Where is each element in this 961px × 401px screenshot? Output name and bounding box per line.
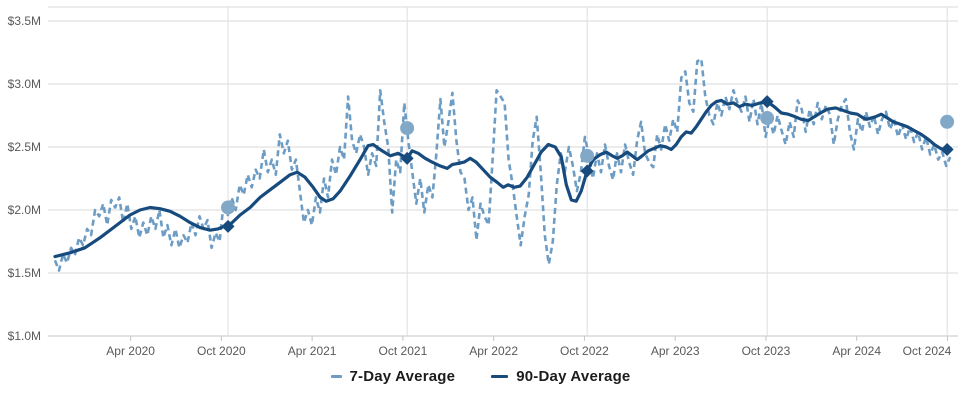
y-axis-tick-label: $2.5M xyxy=(8,140,41,154)
chart-svg[interactable]: $3.5M $3.0M $2.5M $2.0M $1.5M $1.0M Apr 2020 Oc… xyxy=(0,0,961,362)
x-axis-tick-label: Oct 2021 xyxy=(379,344,428,358)
x-axis-tick-label: Apr 2021 xyxy=(288,344,337,358)
y-axis-tick-label: $3.0M xyxy=(8,77,41,91)
annual-marker-circle[interactable] xyxy=(760,111,775,126)
y-axis-tick-label: $1.5M xyxy=(8,266,41,280)
seven-day-swatch-icon xyxy=(330,375,342,378)
annual-marker-circle[interactable] xyxy=(580,148,595,163)
x-axis-tick-label: Apr 2022 xyxy=(469,344,518,358)
seven-day-average-line xyxy=(53,57,952,272)
ninety-day-swatch-icon xyxy=(491,374,509,379)
x-axis-tick-label: Oct 2020 xyxy=(197,344,246,358)
x-axis-tick-label: Oct 2023 xyxy=(742,344,791,358)
annual-marker-diamond[interactable] xyxy=(760,95,774,109)
x-axis-tick-label: Apr 2023 xyxy=(651,344,700,358)
seven-day-legend-label: 7-Day Average xyxy=(349,368,456,385)
legend-item-ninety-day[interactable]: 90-Day Average xyxy=(491,368,630,385)
annual-marker-diamond[interactable] xyxy=(580,164,594,178)
ninety-day-legend-label: 90-Day Average xyxy=(516,368,631,385)
annual-marker-circle[interactable] xyxy=(221,200,236,215)
chart-legend: 7-Day Average 90-Day Average xyxy=(0,368,961,385)
y-axis-tick-label: $3.5M xyxy=(8,14,41,28)
x-axis-tick-label: Oct 2022 xyxy=(560,344,609,358)
annual-marker-diamond[interactable] xyxy=(940,143,954,157)
x-axis-tick-label: Apr 2020 xyxy=(106,344,155,358)
ninety-day-average-line xyxy=(53,98,952,259)
annual-marker-circle[interactable] xyxy=(940,114,955,129)
x-axis-tick-label: Apr 2024 xyxy=(832,344,881,358)
legend-item-seven-day[interactable]: 7-Day Average xyxy=(330,368,456,385)
y-axis-tick-label: $1.0M xyxy=(8,329,41,343)
x-axis-tick-label: Oct 2024 xyxy=(903,344,952,358)
annual-marker-diamond[interactable] xyxy=(400,151,414,165)
annual-marker-circle[interactable] xyxy=(400,121,415,136)
annual-marker-diamond[interactable] xyxy=(221,219,235,233)
y-axis-tick-label: $2.0M xyxy=(8,203,41,217)
